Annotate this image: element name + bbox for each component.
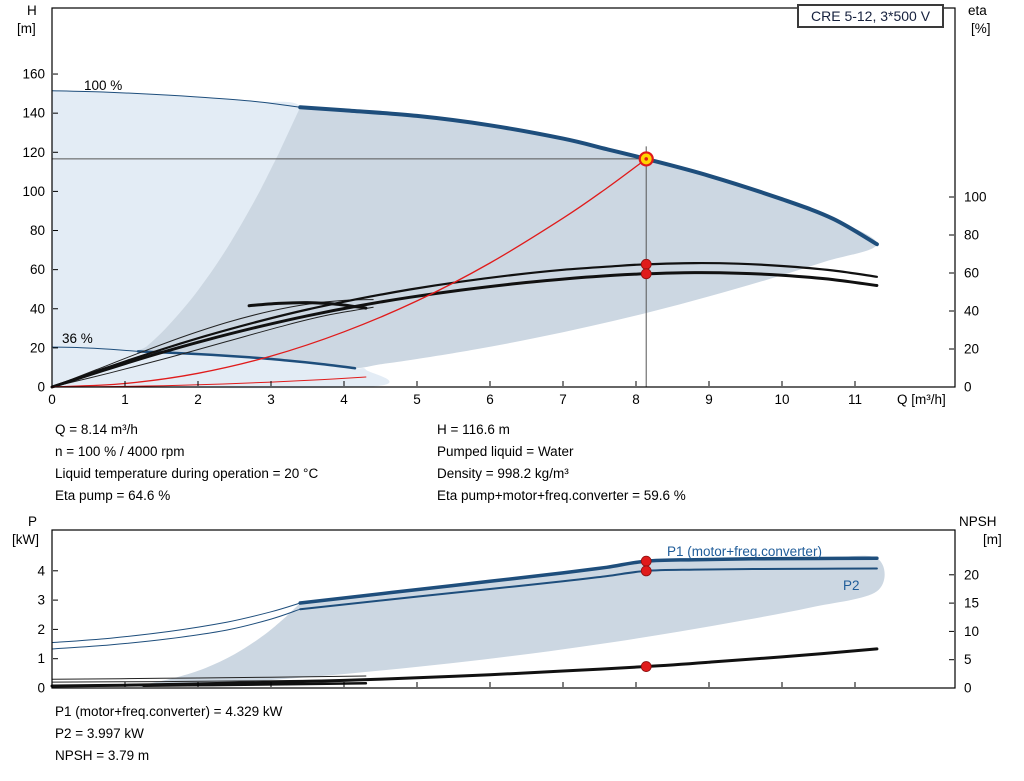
tick-label: 0 — [37, 380, 45, 395]
result-eta-total: Eta pump+motor+freq.converter = 59.6 % — [437, 488, 686, 503]
tick-label: 3 — [267, 392, 275, 407]
p-axis-unit: [kW] — [12, 532, 39, 547]
npsh-axis-unit: [m] — [983, 532, 1002, 547]
eta-axis-label: eta — [968, 3, 987, 18]
h-axis-unit: [m] — [17, 21, 36, 36]
tick-label: 160 — [22, 67, 45, 82]
eta-36-curve — [247, 301, 368, 310]
result-q: Q = 8.14 m³/h — [55, 422, 138, 437]
eta-pump-curve — [50, 261, 878, 389]
p1-curve-thin — [51, 602, 301, 644]
tick-label: 10 — [964, 624, 979, 639]
power-envelope — [139, 555, 885, 687]
pump-curve-36 — [136, 350, 357, 370]
result-speed: n = 100 % / 4000 rpm — [55, 444, 185, 459]
p-36-thin-a — [51, 675, 367, 680]
result-temp: Liquid temperature during operation = 20… — [55, 466, 319, 481]
tick-label: 60 — [30, 262, 45, 277]
tick-label: 80 — [964, 228, 979, 243]
full-speed-label: 100 % — [84, 78, 123, 93]
tick-label: 0 — [964, 380, 972, 395]
pump-curve-36-thin — [51, 346, 139, 352]
result-npsh: NPSH = 3.79 m — [55, 748, 150, 763]
tick-label: 1 — [121, 392, 129, 407]
tick-label: 3 — [37, 593, 45, 608]
npsh-dot — [640, 661, 652, 672]
tick-label: 120 — [22, 145, 45, 160]
eta-axis-unit: [%] — [971, 21, 991, 36]
power-npsh-chart-frame — [51, 529, 956, 689]
result-p2: P2 = 3.997 kW — [55, 726, 144, 741]
h-axis-label: H — [27, 3, 37, 18]
pump-curve-100-thin — [51, 90, 301, 108]
tick-label: 5 — [413, 392, 421, 407]
tick-label: 60 — [964, 266, 979, 281]
tick-label: 100 — [964, 190, 987, 205]
tick-label: 8 — [632, 392, 640, 407]
p2-dot — [640, 565, 652, 577]
eta-arc-a — [51, 299, 374, 388]
eta-arc-b — [51, 306, 374, 388]
pump-type-box: CRE 5-12, 3*500 V — [797, 4, 945, 28]
hq-eta-chart-frame — [51, 7, 956, 388]
tick-label: 7 — [559, 392, 567, 407]
tick-label: 2 — [37, 622, 45, 637]
duty-point-marker[interactable] — [638, 151, 654, 167]
power-results: P1 (motor+freq.converter) = 4.329 kW P2 … — [55, 701, 282, 767]
tick-label: 10 — [774, 392, 789, 407]
result-density: Density = 998.2 kg/m³ — [437, 466, 569, 481]
npsh-axis-label: NPSH — [959, 514, 997, 529]
tick-label: 0 — [37, 681, 45, 696]
q-axis-label: Q [m³/h] — [897, 392, 946, 407]
min-speed-label: 36 % — [62, 331, 93, 346]
tick-label: 1 — [37, 651, 45, 666]
eta-total-dot — [640, 268, 652, 280]
eta-pump-dot — [640, 258, 652, 270]
tick-label: 4 — [37, 563, 45, 578]
duty-results-col2: H = 116.6 m Pumped liquid = Water Densit… — [437, 419, 686, 507]
p2-curve-thin — [51, 608, 301, 650]
tick-label: 9 — [705, 392, 713, 407]
result-p1: P1 (motor+freq.converter) = 4.329 kW — [55, 704, 283, 719]
system-curve — [51, 158, 647, 388]
result-liquid: Pumped liquid = Water — [437, 444, 574, 459]
p1-curve — [298, 556, 879, 605]
tick-label: 11 — [848, 392, 862, 407]
tick-label: 100 — [22, 184, 45, 199]
tick-label: 4 — [340, 392, 348, 407]
duty-results-col1: Q = 8.14 m³/h n = 100 % / 4000 rpm Liqui… — [55, 419, 318, 507]
npsh-curve — [50, 647, 879, 688]
tick-label: 15 — [964, 596, 979, 611]
tick-label: 40 — [30, 301, 45, 316]
tick-label: 20 — [30, 340, 45, 355]
tick-label: 20 — [964, 342, 979, 357]
tick-label: 80 — [30, 223, 45, 238]
tick-label: 0 — [964, 681, 972, 696]
p1-dot — [640, 555, 652, 567]
pump-curve-100 — [298, 105, 879, 247]
tick-label: 0 — [48, 392, 56, 407]
tick-label: 40 — [964, 304, 979, 319]
p1-curve-label: P1 (motor+freq.converter) — [667, 544, 822, 559]
p2-curve — [299, 567, 878, 611]
tick-label: 140 — [22, 106, 45, 121]
tick-label: 6 — [486, 392, 494, 407]
tick-label: 20 — [964, 567, 979, 582]
result-h: H = 116.6 m — [437, 422, 510, 437]
tick-label: 2 — [194, 392, 202, 407]
speed-range-light — [52, 90, 301, 352]
eta-total-curve — [50, 271, 879, 389]
p-axis-label: P — [28, 514, 38, 529]
p2-curve-label: P2 — [843, 578, 860, 593]
tick-label: 5 — [964, 652, 972, 667]
result-eta-pump: Eta pump = 64.6 % — [55, 488, 171, 503]
